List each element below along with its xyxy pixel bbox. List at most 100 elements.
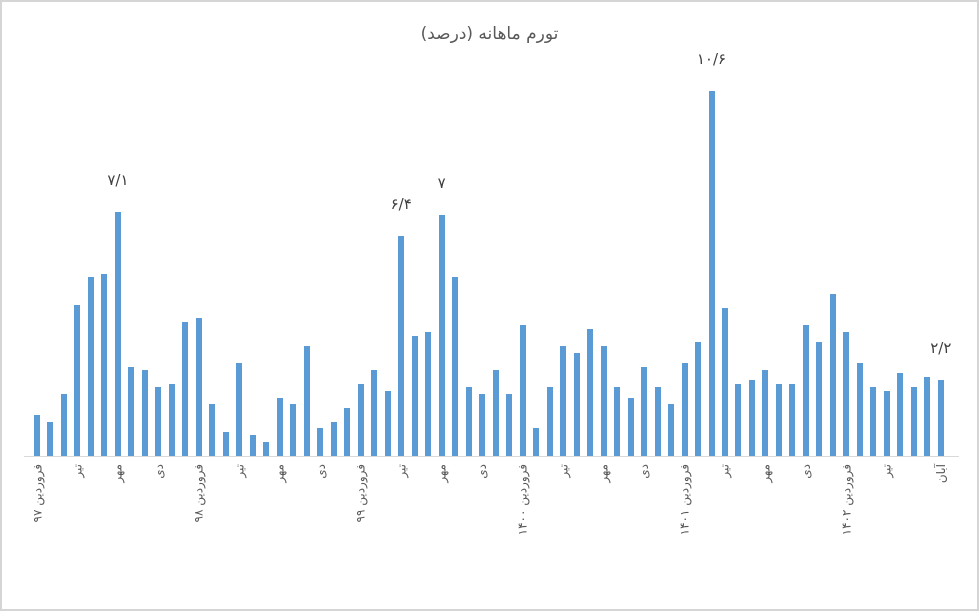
x-tick-label: فروردین ۹۸ <box>191 464 206 523</box>
x-tick-label: تیر <box>232 464 247 478</box>
x-tick-label: فروردین ۹۷ <box>30 464 44 523</box>
bar <box>60 394 67 456</box>
bar <box>573 352 580 456</box>
bar <box>600 345 607 456</box>
data-label: ۷ <box>437 174 446 193</box>
bar <box>560 345 567 456</box>
bar <box>236 363 243 456</box>
bar <box>546 387 553 456</box>
bar <box>222 431 229 456</box>
bar <box>290 404 297 456</box>
bar <box>87 277 94 456</box>
bar <box>708 91 715 456</box>
data-label: ۲/۲ <box>930 339 952 358</box>
bar <box>721 308 728 456</box>
bar <box>263 442 270 456</box>
bar <box>762 370 769 456</box>
x-tick-label: مهر <box>110 464 125 483</box>
bar <box>479 394 486 456</box>
bar <box>465 387 472 456</box>
bar <box>34 414 40 456</box>
bar <box>614 387 621 456</box>
bar <box>641 366 648 456</box>
x-tick-label: مهر <box>758 464 773 483</box>
bar <box>695 342 701 456</box>
bar <box>182 321 189 456</box>
bar <box>937 380 944 456</box>
x-tick-label: تیر <box>556 464 571 478</box>
x-tick-label: مهر <box>596 464 611 483</box>
x-tick-label: فروردین ۱۴۰۲ <box>839 464 854 536</box>
bar <box>411 335 418 456</box>
x-tick-label: تیر <box>718 464 732 478</box>
bar <box>748 380 755 456</box>
bar <box>330 421 337 456</box>
bar <box>870 387 877 456</box>
x-tick-label: تیر <box>879 464 894 478</box>
bar <box>452 277 459 456</box>
bar <box>249 435 256 456</box>
bar <box>371 370 378 456</box>
x-tick-label: دی <box>637 464 652 479</box>
bar <box>910 387 917 456</box>
bar <box>209 404 216 456</box>
bar <box>128 366 135 456</box>
data-label: ۷/۱ <box>107 170 129 189</box>
x-tick-label: فروردین ۱۴۰۰ <box>515 464 530 536</box>
bar <box>398 235 405 456</box>
bar <box>627 397 634 456</box>
bar <box>303 345 310 456</box>
bar <box>924 376 931 456</box>
x-tick-label: تیر <box>70 464 85 478</box>
bar <box>317 428 324 456</box>
bar <box>587 328 594 456</box>
x-tick-label: دی <box>798 464 813 479</box>
data-label: ۱۰/۶ <box>696 50 727 69</box>
bar <box>155 387 162 456</box>
bar <box>74 304 81 456</box>
x-tick-label: دی <box>475 464 490 479</box>
bar <box>681 363 688 456</box>
bar <box>519 325 526 456</box>
bar <box>195 318 202 456</box>
bar <box>829 294 836 456</box>
bar <box>668 404 675 456</box>
bar <box>425 332 432 456</box>
x-tick-label: فروردین ۹۹ <box>353 464 368 523</box>
x-tick-label: تیر <box>394 464 409 478</box>
x-tick-label: آبان <box>933 464 948 484</box>
bar <box>276 397 283 456</box>
bar <box>897 373 904 456</box>
bar <box>856 363 863 456</box>
bar <box>114 211 121 456</box>
bar <box>141 370 148 456</box>
bar <box>816 342 823 456</box>
bar <box>843 332 850 456</box>
bar <box>47 421 54 456</box>
bar <box>168 383 175 456</box>
bar <box>533 428 540 456</box>
bar <box>735 383 742 456</box>
bar <box>789 383 796 456</box>
x-tick-label: دی <box>151 464 166 479</box>
bar <box>654 387 661 456</box>
bar <box>775 383 782 456</box>
bar <box>101 273 108 456</box>
x-tick-label: مهر <box>272 464 287 483</box>
x-axis-line <box>24 456 959 457</box>
bar <box>438 215 445 456</box>
x-tick-label: دی <box>313 464 328 479</box>
bar <box>883 390 890 456</box>
data-label: ۶/۴ <box>390 194 412 213</box>
x-tick-label: فروردین ۱۴۰۱ <box>677 464 692 536</box>
bar <box>357 383 364 456</box>
bar <box>344 407 351 456</box>
bar <box>492 370 499 456</box>
bar <box>506 394 513 456</box>
chart-title: تورم ماهانه (درصد) <box>420 24 559 44</box>
x-tick-label: مهر <box>434 464 449 483</box>
bar <box>802 325 809 456</box>
bar <box>384 390 391 456</box>
